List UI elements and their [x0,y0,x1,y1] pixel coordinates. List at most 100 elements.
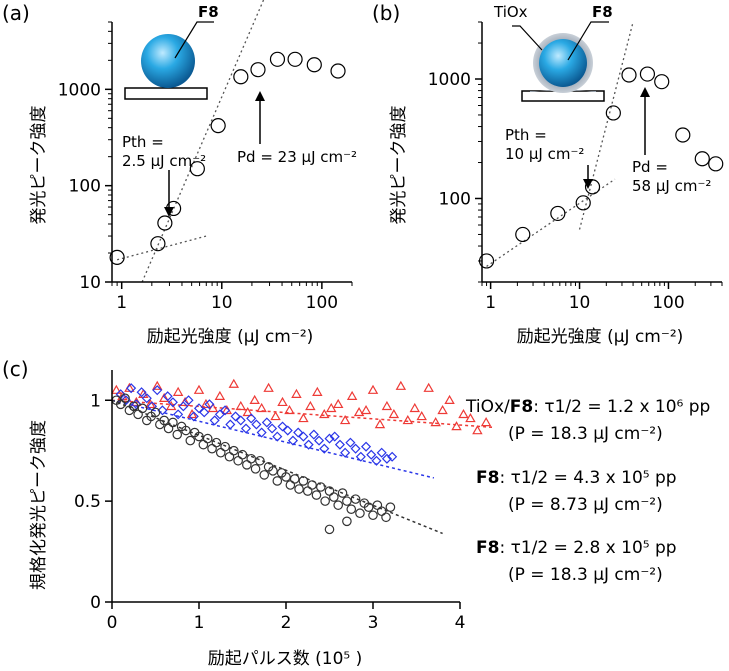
panel-label-b: (b) [372,1,400,25]
data-point [346,390,358,400]
data-point [367,384,379,394]
data-point [281,472,291,482]
pth-label-a-line1: Pth = [122,133,164,151]
x-axis-label-c: 励起パルス数 (10⁵ ) [208,649,363,669]
data-point [159,415,169,426]
data-point [342,516,352,527]
data-point [339,415,351,425]
data-point [430,417,441,427]
x-tick-label: 10 [569,293,591,313]
data-point [337,488,348,498]
pth-label-b-line2: 10 μJ cm⁻² [505,145,584,163]
data-point [157,215,173,231]
data-point [444,394,455,405]
data-point [381,400,393,411]
data-point [145,398,156,409]
data-point [225,419,236,430]
x-tick-label: 4 [455,613,466,633]
data-point [308,429,319,440]
data-point [515,226,531,243]
data-point [302,486,313,496]
data-point [366,449,377,460]
data-point [240,423,252,434]
data-point [193,403,205,414]
data-point [350,494,361,504]
data-point [387,451,398,462]
fit-line-0 [486,178,616,267]
data-point [332,398,344,409]
legend-entry-1-line2: (P = 8.73 μJ cm⁻²) [508,495,663,515]
data-point [423,382,434,392]
x-tick-label: 0 [107,613,118,633]
data-point [360,404,372,415]
inset-label-tiox: TiOx [493,3,528,21]
inset-label-f8-a: F8 [198,3,219,21]
data-point [136,387,147,398]
data-point [465,413,476,423]
f8-sphere-shape [141,34,195,88]
data-point [185,435,196,446]
data-point [277,396,288,407]
data-point [173,409,184,420]
series-0 [111,378,492,435]
legend-entry-2-line2: (P = 18.3 μJ cm⁻²) [508,565,663,585]
data-point [172,386,184,396]
y-tick-label: 0 [90,593,101,613]
data-point [385,502,396,512]
panel-label-a: (a) [2,1,30,25]
data-point [333,500,343,510]
x-tick-label: 100 [652,293,684,313]
data-point [172,429,183,440]
data-point [319,443,330,454]
x-tick-label: 1 [116,293,127,313]
pth-label-a-line2: 2.5 μJ cm⁻² [122,152,206,170]
pth-arrowhead-a [164,207,174,217]
data-point [654,74,670,90]
pd-arrowhead-a [255,91,265,101]
data-point [311,490,322,500]
data-point [120,393,130,404]
panel-label-c: (c) [2,357,29,381]
data-point [294,484,304,494]
data-point [416,410,427,421]
data-point [340,447,351,458]
data-point [437,404,448,415]
data-point [193,384,205,394]
data-point [178,401,189,412]
data-point [230,411,241,422]
data-point [267,423,278,434]
legend-entry-2-line1: F8: τ1/2 = 2.8 x 10⁵ pp [476,538,677,558]
data-point [371,455,382,466]
data-point [128,401,139,412]
data-point [214,409,225,420]
data-point [242,460,252,470]
f8-leader-line-b [567,21,609,61]
data-point [111,384,122,394]
data-point [220,441,230,452]
data-point [350,443,361,454]
pd-arrowhead-b [640,87,650,97]
x-axis-label-a: 励起光強度 (μJ cm⁻²) [147,327,314,347]
data-point [324,433,335,444]
data-point [162,391,173,402]
data-point [256,427,267,438]
data-point [138,388,149,398]
data-point [287,51,303,67]
data-point [346,504,357,514]
y-axis-label-c: 規格化発光ピーク強度 [29,420,49,590]
data-point [305,400,316,411]
data-point [395,380,407,390]
data-point [214,390,226,400]
pd-label-b-line1: Pd = [632,158,668,176]
data-point [409,402,420,413]
data-point [334,439,345,450]
data-point [708,156,724,172]
data-point [152,380,163,390]
data-point [312,386,323,396]
data-point [183,395,194,406]
data-point [345,437,356,448]
x-tick-label: 3 [368,613,379,633]
data-point [150,407,161,418]
data-point [233,455,243,466]
